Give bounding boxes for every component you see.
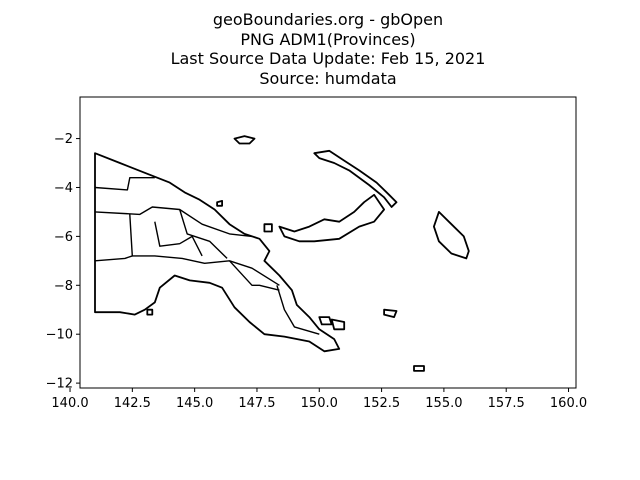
x-tick-label: 155.0 <box>425 396 462 411</box>
province-border <box>129 214 280 286</box>
island-bougainville <box>432 210 470 260</box>
x-tick-label: 140.0 <box>51 396 88 411</box>
x-tick-label: 145.0 <box>176 396 213 411</box>
x-tick-label: 147.5 <box>238 396 275 411</box>
y-tick-label: −4 <box>54 181 73 196</box>
island-woodlark <box>383 308 398 319</box>
x-tick-label: 142.5 <box>114 396 151 411</box>
x-tick-label: 157.5 <box>488 396 525 411</box>
island-manus <box>233 135 256 145</box>
x-tick-label: 160.0 <box>550 396 587 411</box>
y-tick-label: −2 <box>54 132 73 147</box>
map-title: geoBoundaries.org - gbOpen PNG ADM1(Prov… <box>0 10 640 88</box>
y-tick-label: −12 <box>46 377 73 392</box>
title-line-2: PNG ADM1(Provinces) <box>240 29 416 49</box>
axes-frame <box>79 96 577 389</box>
province-border <box>179 209 228 259</box>
island-new-britain <box>278 193 386 243</box>
island-karkar <box>216 199 224 207</box>
island-rossel <box>413 365 425 372</box>
y-tick-label: −8 <box>54 279 73 294</box>
title-line-3: Last Source Data Update: Feb 15, 2021 <box>170 49 486 68</box>
island-fergusson <box>330 318 346 331</box>
province-border <box>94 206 253 238</box>
y-tick-label: −6 <box>54 230 73 245</box>
island-umboi <box>263 223 273 233</box>
province-border <box>94 176 155 191</box>
island-goodenough <box>318 316 333 326</box>
map-plot-area <box>94 135 470 372</box>
x-tick-label: 152.5 <box>363 396 400 411</box>
province-border <box>228 260 280 291</box>
y-tick-label: −10 <box>46 328 73 343</box>
mainland-outline <box>94 152 341 353</box>
province-border <box>94 255 133 262</box>
x-axis: 140.0 142.5 145.0 147.5 150.0 152.5 155.0 157.5… <box>51 388 587 411</box>
title-line-4: Source: humdata <box>259 68 397 88</box>
island-daru <box>146 308 154 316</box>
title-line-1: geoBoundaries.org - gbOpen <box>212 10 444 29</box>
island-new-ireland <box>313 149 398 208</box>
province-border <box>276 285 320 335</box>
y-axis: −2 −4 −6 −8 −10 −12 <box>46 132 80 392</box>
province-border <box>154 221 203 257</box>
x-tick-label: 150.0 <box>301 396 338 411</box>
